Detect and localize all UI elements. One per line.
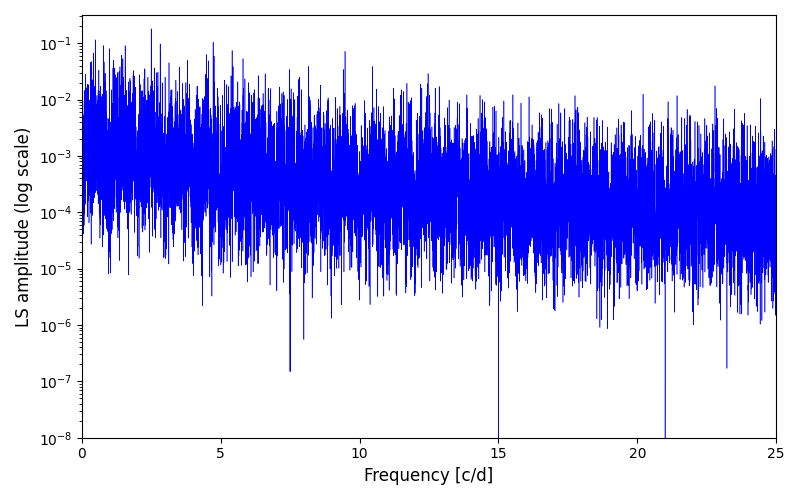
Y-axis label: LS amplitude (log scale): LS amplitude (log scale) bbox=[15, 126, 33, 326]
X-axis label: Frequency [c/d]: Frequency [c/d] bbox=[364, 467, 494, 485]
